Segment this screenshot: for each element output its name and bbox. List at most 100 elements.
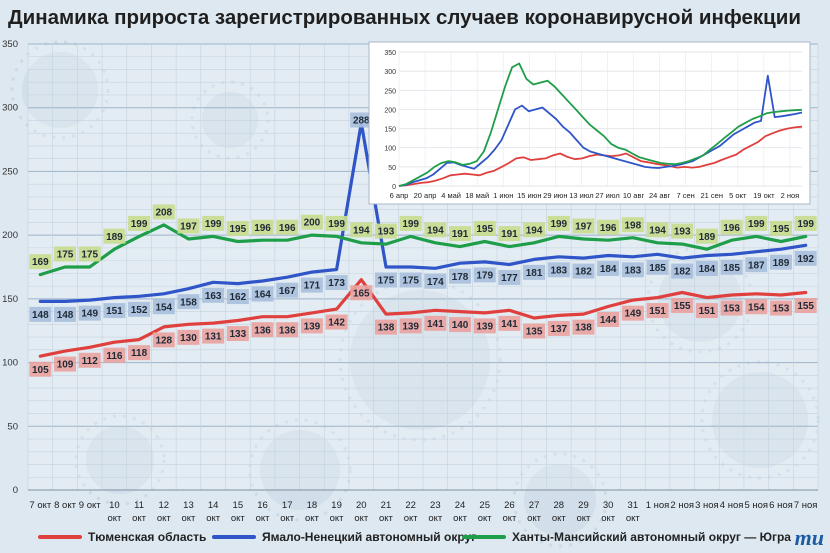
- data-label-yanao-group: 183: [621, 262, 644, 278]
- data-label-tyumen: 133: [230, 329, 247, 340]
- publisher-logo: mu: [768, 525, 824, 551]
- data-label-khmao: 175: [81, 250, 98, 261]
- data-label-khmao-box: [720, 219, 743, 235]
- data-label-tyumen: 165: [353, 288, 370, 299]
- y-tick-label: 50: [7, 421, 18, 432]
- data-label-yanao: 192: [797, 254, 814, 265]
- data-label-yanao: 181: [526, 268, 543, 279]
- legend-swatch-blue: [212, 535, 256, 539]
- x-tick-label-line: 15: [233, 500, 244, 511]
- x-tick-label-line: 24: [455, 500, 466, 511]
- data-label-tyumen: 105: [32, 365, 49, 376]
- data-label-yanao-box: [671, 263, 694, 279]
- x-tick-label-line: окт: [256, 513, 271, 524]
- x-tick-label: 7 ноя: [794, 500, 818, 511]
- data-label-khmao-box: [103, 228, 126, 244]
- data-label-yanao: 177: [501, 273, 518, 284]
- data-label-yanao-box: [399, 272, 422, 288]
- legend-swatch-red: [38, 535, 82, 539]
- data-label-khmao-box: [350, 222, 373, 238]
- data-label-khmao: 195: [476, 224, 493, 235]
- data-label-tyumen-group: 153: [769, 300, 792, 316]
- data-label-tyumen-group: 138: [374, 319, 397, 335]
- data-label-yanao-box: [29, 306, 52, 322]
- inset-y-tick-label: 200: [384, 107, 396, 114]
- data-label-tyumen-box: [54, 356, 77, 372]
- data-label-khmao: 193: [674, 227, 691, 238]
- inset-x-tick-label: 5 окт: [729, 191, 747, 200]
- x-tick-label-line: окт: [107, 513, 122, 524]
- x-tick-label: 30 окт: [601, 500, 616, 524]
- x-tick-label-line: 7 ноя: [794, 500, 818, 511]
- data-label-tyumen-group: 149: [621, 305, 644, 321]
- data-label-yanao-group: 184: [597, 261, 620, 277]
- data-label-tyumen: 151: [699, 306, 716, 317]
- data-label-yanao-box: [449, 268, 472, 284]
- data-label-khmao-group: 194: [646, 222, 669, 238]
- data-label-yanao-box: [473, 267, 496, 283]
- data-label-yanao-group: 178: [449, 268, 472, 284]
- data-label-yanao: 185: [723, 263, 740, 274]
- data-label-tyumen-box: [152, 332, 175, 348]
- data-label-khmao: 208: [155, 208, 172, 219]
- data-label-khmao-group: 199: [202, 215, 225, 231]
- data-label-khmao-box: [523, 222, 546, 238]
- data-label-khmao-group: 198: [621, 217, 644, 233]
- data-label-tyumen-group: 139: [399, 318, 422, 334]
- data-label-yanao: 171: [304, 281, 321, 292]
- data-label-yanao-box: [325, 275, 348, 291]
- data-label-yanao: 173: [328, 278, 345, 289]
- data-label-tyumen: 153: [773, 304, 790, 315]
- data-label-khmao-box: [449, 226, 472, 242]
- x-tick-label-line: окт: [305, 513, 320, 524]
- data-label-tyumen-box: [103, 347, 126, 363]
- data-label-yanao-group: 171: [300, 277, 323, 293]
- data-label-tyumen: 139: [476, 321, 493, 332]
- x-tick-label: 31 окт: [626, 500, 641, 524]
- x-tick-label-line: окт: [502, 513, 517, 524]
- data-label-yanao: 154: [155, 302, 172, 313]
- data-label-yanao-group: 173: [325, 275, 348, 291]
- data-label-yanao: 148: [32, 310, 49, 321]
- inset-x-tick-label: 2 ноя: [781, 191, 800, 200]
- data-label-tyumen: 135: [526, 327, 543, 338]
- data-label-yanao-box: [794, 250, 817, 266]
- data-label-khmao-box: [78, 246, 101, 262]
- data-label-khmao-group: 195: [769, 221, 792, 237]
- data-label-khmao: 196: [600, 223, 617, 234]
- data-label-khmao: 195: [230, 224, 247, 235]
- data-label-tyumen-group: 144: [597, 312, 620, 328]
- data-label-khmao: 196: [723, 223, 740, 234]
- data-label-khmao-group: 199: [128, 215, 151, 231]
- x-tick-label: 5 ноя: [744, 500, 768, 511]
- x-tick-label-line: 21: [381, 500, 392, 511]
- data-label-tyumen-group: 109: [54, 356, 77, 372]
- x-tick-label: 3 ноя: [695, 500, 719, 511]
- data-label-khmao-box: [29, 254, 52, 270]
- inset-x-tick-label: 24 авг: [649, 191, 671, 200]
- x-tick-label: 19 окт: [330, 500, 345, 524]
- legend-label: Ямало-Ненецкий автономный округ: [262, 530, 477, 544]
- data-label-khmao-box: [152, 204, 175, 220]
- data-label-yanao-box: [226, 289, 249, 305]
- data-label-yanao-group: 158: [177, 294, 200, 310]
- data-label-khmao-box: [325, 215, 348, 231]
- data-label-tyumen-box: [374, 319, 397, 335]
- data-label-yanao-box: [720, 259, 743, 275]
- data-label-yanao-box: [202, 287, 225, 303]
- data-label-tyumen-box: [424, 315, 447, 331]
- data-label-yanao-group: 154: [152, 299, 175, 315]
- data-label-yanao: 178: [452, 272, 469, 283]
- x-tick-label-line: 8 окт: [54, 500, 76, 511]
- data-label-khmao: 199: [205, 219, 222, 230]
- data-label-tyumen-group: 131: [202, 328, 225, 344]
- x-tick-label-line: 16: [257, 500, 268, 511]
- data-label-yanao-box: [695, 261, 718, 277]
- data-label-khmao-box: [128, 215, 151, 231]
- x-tick-label: 9 окт: [79, 500, 101, 511]
- data-label-yanao-box: [424, 273, 447, 289]
- data-label-tyumen: 153: [723, 304, 740, 315]
- data-label-khmao-group: 196: [251, 219, 274, 235]
- data-label-tyumen-box: [449, 317, 472, 333]
